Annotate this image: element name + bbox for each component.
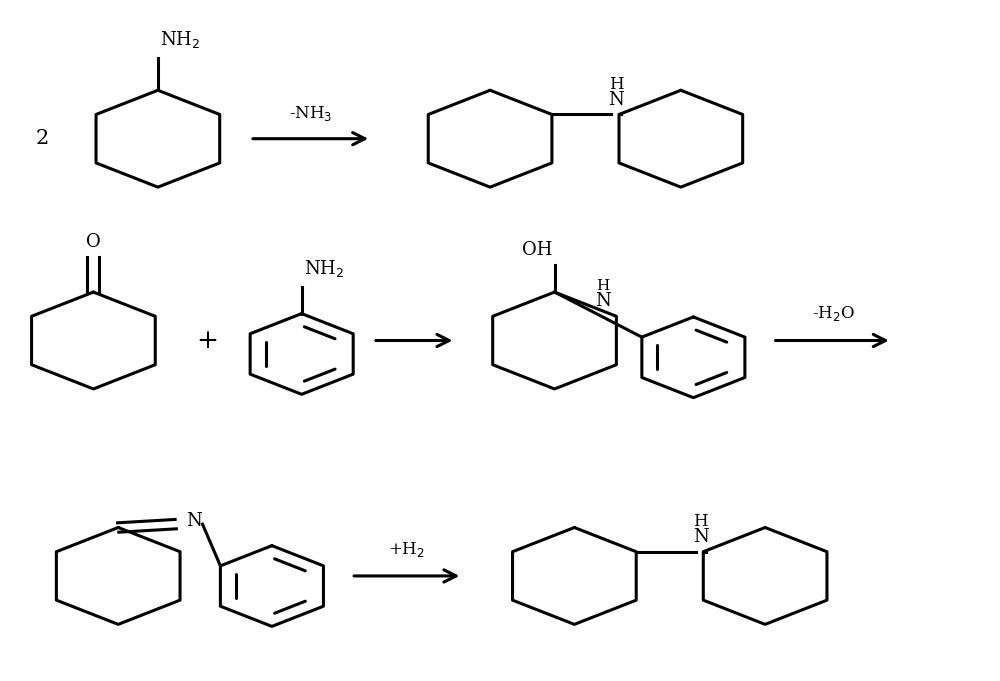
Text: +: + — [196, 328, 218, 353]
Text: +H$_2$: +H$_2$ — [388, 539, 425, 558]
Text: -H$_2$O: -H$_2$O — [812, 304, 855, 323]
Text: NH$_2$: NH$_2$ — [304, 258, 344, 279]
Text: OH: OH — [522, 241, 553, 259]
Text: N: N — [609, 91, 624, 109]
Text: H: H — [609, 76, 624, 93]
Text: O: O — [86, 234, 101, 251]
Text: N: N — [186, 512, 201, 530]
Text: N: N — [595, 292, 611, 310]
Text: H: H — [597, 279, 610, 294]
Text: -NH$_3$: -NH$_3$ — [289, 104, 332, 123]
Text: H: H — [693, 513, 708, 530]
Text: 2: 2 — [35, 129, 48, 148]
Text: N: N — [693, 528, 709, 546]
Text: NH$_2$: NH$_2$ — [160, 29, 200, 50]
